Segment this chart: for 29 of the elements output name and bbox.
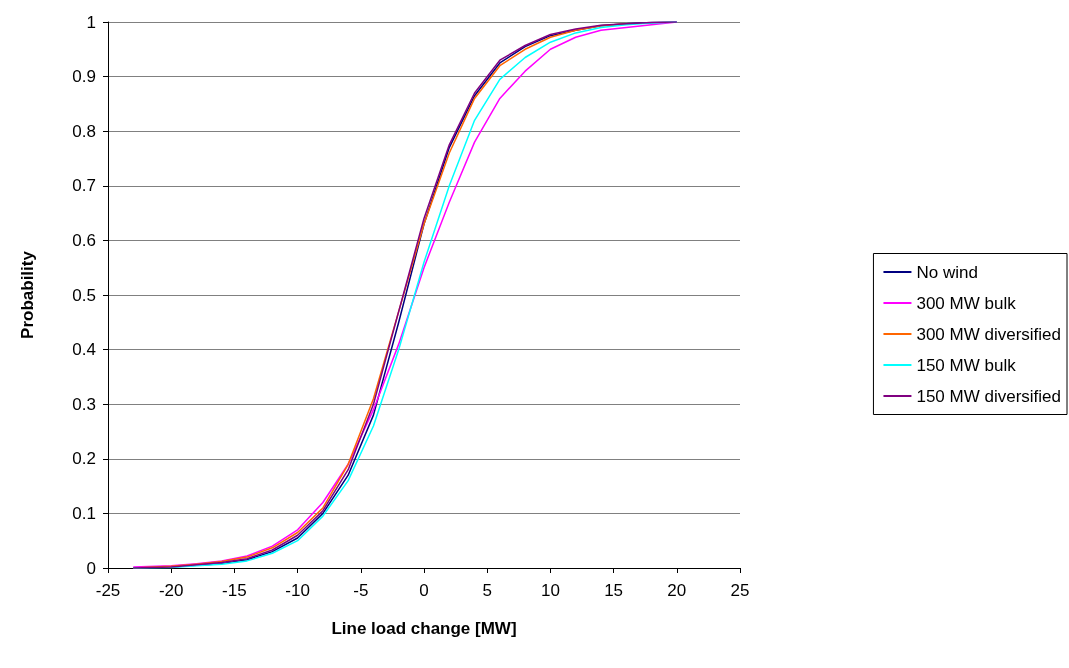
legend-label: 150 MW bulk (916, 355, 1017, 375)
y-tick-label: 0 (86, 558, 96, 578)
x-tick-label: -15 (222, 581, 247, 600)
y-tick-label: 0.7 (72, 176, 96, 196)
x-tick-label: 15 (604, 581, 624, 600)
y-tick-label: 0.8 (72, 121, 96, 141)
x-tick-label: -10 (285, 581, 310, 600)
y-axis-title: Probability (18, 250, 37, 339)
x-tick-label: -5 (353, 581, 369, 600)
y-tick-label: 0.2 (72, 449, 96, 469)
legend-label: 300 MW bulk (916, 293, 1017, 313)
x-tick-label: 25 (730, 581, 750, 600)
y-tick-label: 0.5 (72, 285, 96, 305)
y-tick-label: 0.4 (72, 340, 96, 360)
x-tick-label: 20 (667, 581, 687, 600)
x-tick-label: -25 (95, 581, 121, 600)
legend-label: 300 MW diversified (916, 324, 1062, 344)
y-tick-label: 0.6 (72, 230, 96, 250)
x-axis-title: Line load change [MW] (331, 619, 517, 638)
y-tick-label: 1 (86, 12, 96, 32)
x-tick-label: -20 (158, 581, 184, 600)
y-tick-label: 0.9 (72, 67, 96, 87)
legend-label: 150 MW diversified (916, 386, 1062, 406)
x-tick-label: 0 (419, 581, 429, 600)
legend-label: No wind (916, 262, 978, 282)
y-tick-label: 0.1 (72, 503, 96, 523)
y-tick-label: 0.3 (72, 394, 96, 414)
x-tick-label: 5 (482, 581, 492, 600)
x-tick-label: 10 (540, 581, 560, 600)
